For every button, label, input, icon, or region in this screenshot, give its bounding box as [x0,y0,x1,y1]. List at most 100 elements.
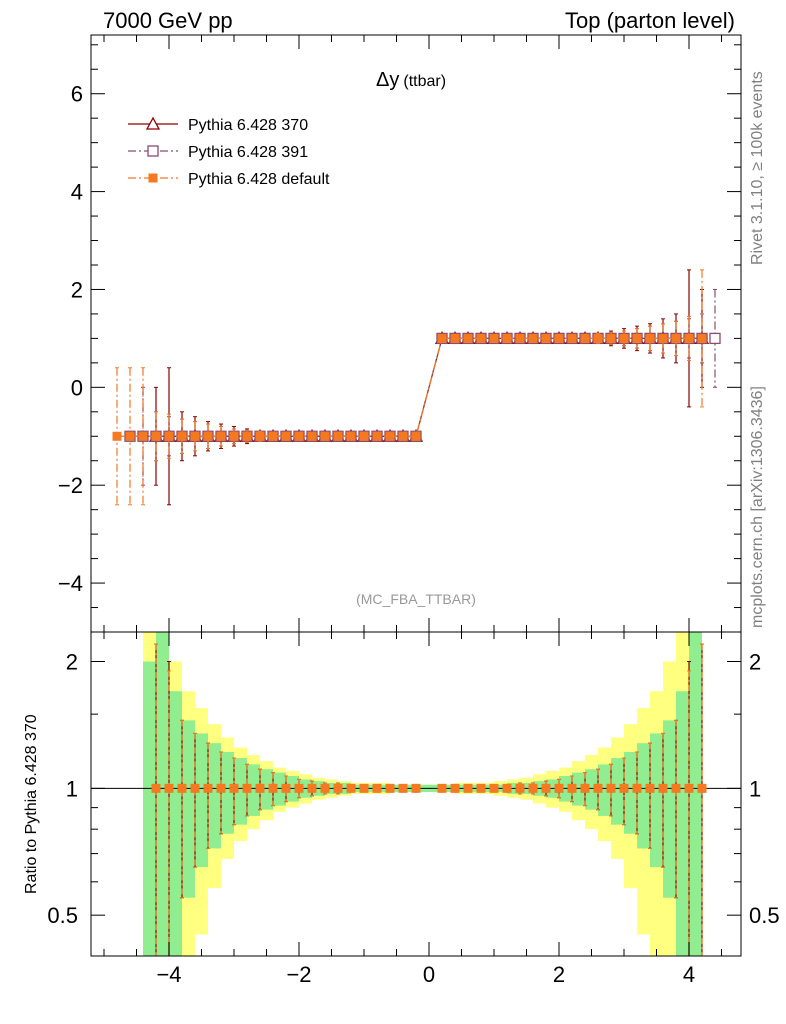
data-point [307,431,317,441]
ratio-axis-ticks: 0.5 0.5 1 1 2 2 −4 −2 0 2 4 [47,632,780,987]
ratio-data-point [294,783,304,793]
header-left: 7000 GeV pp [103,8,233,33]
ratio-data-point [333,783,343,793]
ratio-data-point [619,783,629,793]
data-point [450,333,460,343]
ratio-data-point [450,783,460,793]
ratio-frame [90,631,742,957]
uncertainty-band-inner [260,769,273,810]
main-axis-ticks: −4 −2 0 2 4 6 [58,35,741,633]
legend-marker [145,116,161,130]
ratio-data-point [554,783,564,793]
uncertainty-band-inner [143,661,156,956]
data-point [112,431,122,441]
ratio-data-point [242,783,252,793]
ratio-data-point [606,783,616,793]
uncertainty-band-inner [572,772,585,806]
data-point [125,431,135,441]
data-point [229,431,239,441]
data-point [398,431,408,441]
ratio-data-point [411,783,421,793]
side-note-mcplots: mcplots.cern.ch [arXiv:1306.3436] [749,386,766,628]
data-point [268,431,278,441]
uncertainty-band-inner [273,772,286,806]
data-point [606,333,616,343]
x-tick-label: −2 [286,962,311,987]
uncertainty-band-inner [650,733,663,868]
y-tick-label: 2 [71,277,83,302]
uncertainty-band-inner [585,769,598,810]
data-point [489,333,499,343]
legend-marker [148,173,158,183]
data-point [619,333,629,343]
ratio-data-point [528,783,538,793]
y-tick-label: 6 [71,82,83,107]
y-tick-label: 4 [71,180,83,205]
ratio-data-point [489,783,499,793]
ratio-data-point [567,783,577,793]
ratio-data-point [229,783,239,793]
y-tick-label: −4 [58,571,83,596]
uncertainty-band-inner [689,632,702,956]
ratio-y-tick-label-right: 1 [749,776,761,801]
data-point [645,333,655,343]
series-line [130,337,715,437]
data-point [203,431,213,441]
data-point [632,333,642,343]
y-tick-label: −2 [58,473,83,498]
data-point [255,431,265,441]
legend-label: Pythia 6.428 370 [188,117,308,134]
ratio-data-point [255,783,265,793]
plot-title-main: Δy [376,69,399,91]
ratio-data-point [684,783,694,793]
analysis-watermark: (MC_FBA_TTBAR) [356,591,476,607]
ratio-data-point [203,783,213,793]
uncertainty-band-inner [169,691,182,956]
data-point [164,431,174,441]
data-point [593,333,603,343]
data-point [697,333,707,343]
data-point [554,333,564,343]
uncertainty-band-inner [611,758,624,825]
data-point [190,431,200,441]
series-3 [112,269,707,506]
data-point [151,431,161,441]
side-note-rivet: Rivet 3.1.10, ≥ 100k events [749,71,766,265]
data-point [138,431,148,441]
uncertainty-band-inner [676,691,689,956]
data-point [294,431,304,441]
x-tick-label: 2 [553,962,565,987]
legend: Pythia 6.428 370 Pythia 6.428 391 Pythia 6… [128,116,330,188]
uncertainty-band-inner [247,764,260,816]
ratio-data-point [476,783,486,793]
x-tick-label: 0 [423,962,435,987]
ratio-data-point [268,783,278,793]
data-point [658,333,668,343]
data-point [177,431,187,441]
uncertainty-band-inner [208,743,221,849]
data-point [242,431,252,441]
ratio-data-point [463,783,473,793]
data-point [437,333,447,343]
ratio-data-point [216,783,226,793]
ratio-data-point [346,783,356,793]
data-point [411,431,421,441]
header-right: Top (parton level) [565,8,735,33]
plot-title: Δy (ttbar) [376,69,446,91]
legend-label: Pythia 6.428 default [188,171,330,188]
uncertainty-band-inner [182,720,195,898]
ratio-data-point [164,783,174,793]
data-point [346,431,356,441]
uncertainty-band-inner [221,751,234,834]
data-point [502,333,512,343]
ratio-y-tick-label: 0.5 [47,903,78,928]
ratio-y-tick-label: 2 [66,650,78,675]
series-2 [124,288,721,486]
ratio-data-point [281,783,291,793]
ratio-data-point [593,783,603,793]
ratio-data-point [645,783,655,793]
uncertainty-band-inner [624,751,637,834]
x-tick-label: −4 [156,962,181,987]
y-tick-label: 0 [71,375,83,400]
